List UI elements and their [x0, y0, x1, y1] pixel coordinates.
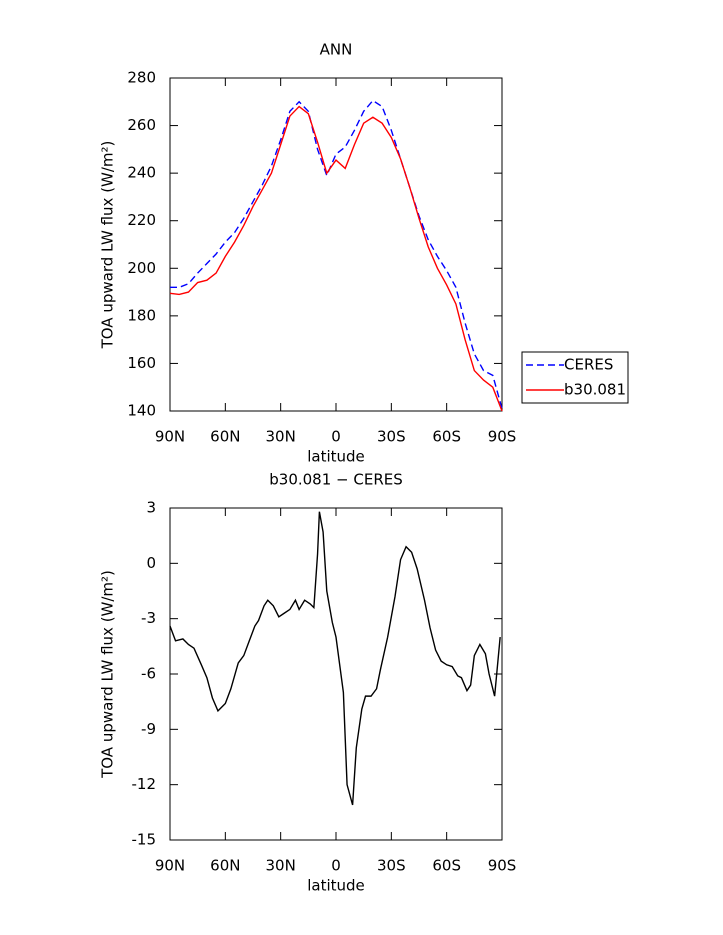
y-tick-label: -9 [141, 720, 156, 738]
chart-title: ANN [320, 41, 353, 59]
plot-frame [169, 77, 503, 412]
y-tick-label: -3 [141, 609, 156, 627]
legend-label: b30.081 [564, 381, 626, 399]
x-tick-label: 90N [155, 428, 185, 446]
y-tick-label: 140 [127, 402, 156, 420]
y-tick-label: 0 [146, 554, 156, 572]
legend-box [521, 351, 629, 404]
y-tick-label: 200 [127, 259, 156, 277]
x-tick-label: 60S [432, 428, 461, 446]
x-tick-label: 90N [155, 857, 185, 875]
chart-title: b30.081 − CERES [269, 471, 402, 489]
y-axis-label: TOA upward LW flux (W/m²) [99, 141, 117, 350]
legend-label: CERES [564, 356, 613, 374]
y-tick-label: 3 [146, 499, 156, 517]
plot-frame [169, 507, 503, 841]
y-tick-label: 220 [127, 211, 156, 229]
x-tick-label: 30N [266, 428, 296, 446]
x-tick-label: 30S [377, 857, 406, 875]
y-tick-label: 280 [127, 69, 156, 87]
series-line [170, 99, 503, 409]
y-tick-label: -12 [132, 775, 157, 793]
x-tick-label: 30S [377, 428, 406, 446]
y-tick-label: 240 [127, 164, 156, 182]
x-tick-label: 90S [488, 857, 517, 875]
x-tick-label: 30N [266, 857, 296, 875]
y-tick-label: 160 [127, 354, 156, 372]
y-tick-label: -15 [132, 831, 157, 849]
y-tick-label: 180 [127, 306, 156, 324]
x-tick-label: 90S [488, 428, 517, 446]
x-tick-label: 60S [432, 857, 461, 875]
x-axis-label: latitude [307, 877, 365, 895]
difference-line [169, 511, 501, 806]
x-tick-label: 0 [331, 857, 341, 875]
y-tick-label: -6 [141, 665, 156, 683]
x-axis-label: latitude [307, 448, 365, 466]
x-tick-label: 0 [331, 428, 341, 446]
y-axis-label: TOA upward LW flux (W/m²) [99, 570, 117, 779]
x-tick-label: 60N [210, 857, 240, 875]
series-line [169, 105, 503, 412]
x-tick-label: 60N [210, 428, 240, 446]
y-tick-label: 260 [127, 116, 156, 134]
